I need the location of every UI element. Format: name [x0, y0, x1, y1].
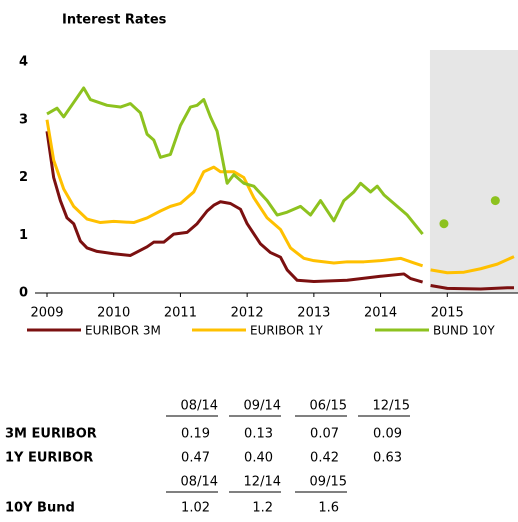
- table-header: 12/15: [373, 399, 410, 414]
- row-label: 1Y EURIBOR: [5, 451, 93, 466]
- series-line: [46, 86, 424, 236]
- table-header: 08/14: [181, 399, 218, 414]
- legend-label: BUND 10Y: [433, 324, 495, 338]
- table-cell: 0.63: [373, 451, 402, 466]
- table-cell: 0.47: [181, 451, 210, 466]
- series-line: [45, 119, 515, 275]
- chart-title: Interest Rates: [62, 13, 167, 28]
- table-cell: 0.07: [310, 427, 339, 442]
- y-tick-label: 3: [19, 112, 28, 127]
- x-tick-label: 2015: [431, 306, 464, 321]
- legend-label: EURIBOR 1Y: [250, 324, 323, 338]
- table-cell: 0.40: [244, 451, 273, 466]
- x-tick-label: 2010: [97, 306, 130, 321]
- table-cell: 1.6: [318, 501, 339, 516]
- x-tick-label: 2009: [30, 306, 63, 321]
- table-header: 12/14: [244, 475, 281, 490]
- table-cell: 0.19: [181, 427, 210, 442]
- legend-label: EURIBOR 3M: [85, 324, 161, 338]
- table-cell: 1.2: [252, 501, 273, 516]
- table-cell: 0.13: [244, 427, 273, 442]
- x-tick-label: 2014: [364, 306, 397, 321]
- forecast-point: [439, 219, 449, 229]
- row-label: 3M EURIBOR: [5, 427, 97, 442]
- x-tick-label: 2011: [164, 306, 197, 321]
- y-tick-label: 2: [19, 170, 28, 185]
- x-tick-label: 2012: [231, 306, 264, 321]
- table-header: 08/14: [181, 475, 218, 490]
- forecast-region: [429, 50, 518, 293]
- table-cell: 1.02: [181, 501, 210, 516]
- y-tick-label: 4: [19, 55, 28, 70]
- table-header: 09/15: [310, 475, 347, 490]
- table-cell: 0.42: [310, 451, 339, 466]
- forecast-point: [490, 196, 500, 206]
- y-tick-label: 0: [19, 286, 28, 301]
- table-header: 06/15: [310, 399, 347, 414]
- x-tick-label: 2013: [297, 306, 330, 321]
- y-tick-label: 1: [19, 228, 28, 243]
- row-label: 10Y Bund: [5, 501, 75, 516]
- table-header: 09/14: [244, 399, 281, 414]
- table-cell: 0.09: [373, 427, 402, 442]
- series-line: [45, 131, 514, 291]
